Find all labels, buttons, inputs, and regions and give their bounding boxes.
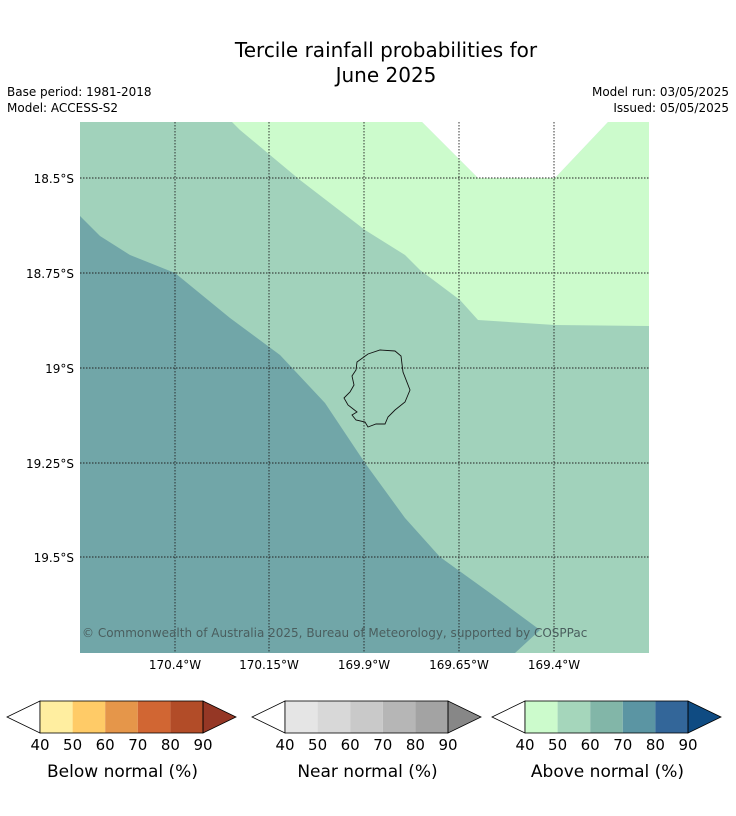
colorbar-segment bbox=[317, 701, 351, 733]
lat-label: 19.25°S bbox=[26, 457, 74, 471]
colorbar-tick-label: 70 bbox=[128, 736, 147, 754]
zone-above-60-70 bbox=[80, 216, 540, 653]
gridlines bbox=[80, 122, 649, 653]
colorbar-segment bbox=[350, 701, 383, 733]
colorbar-min-extend bbox=[491, 700, 526, 734]
colorbar-tick-label: 60 bbox=[96, 736, 115, 754]
lon-labels: 170.4°W 170.15°W 169.9°W 169.65°W 169.4°… bbox=[149, 658, 580, 672]
colorbar-segment bbox=[105, 701, 138, 733]
zone-above-40-50 bbox=[232, 122, 649, 326]
colorbar-tick-label: 70 bbox=[613, 736, 632, 754]
colorbar-segment bbox=[170, 701, 203, 733]
title-line-2: June 2025 bbox=[335, 63, 437, 87]
colorbar-tick-label: 90 bbox=[193, 736, 212, 754]
colorbar-tick-label: 80 bbox=[161, 736, 180, 754]
map-title: Tercile rainfall probabilities for June … bbox=[0, 38, 736, 88]
colorbar-label-near: Near normal (%) bbox=[297, 762, 438, 782]
meta-left: Base period: 1981-2018 Model: ACCESS-S2 bbox=[7, 84, 152, 116]
lat-label: 18.75°S bbox=[26, 267, 74, 281]
lon-label: 169.65°W bbox=[429, 658, 489, 672]
issued-date: Issued: 05/05/2025 bbox=[613, 101, 729, 115]
colorbar-outline bbox=[284, 700, 449, 734]
colorbar-min-extend bbox=[6, 700, 41, 734]
colorbar-tick-label: 90 bbox=[438, 736, 457, 754]
colorbar-segment bbox=[137, 701, 171, 733]
colorbar-segment bbox=[655, 701, 688, 733]
model-name: Model: ACCESS-S2 bbox=[7, 101, 119, 115]
lat-label: 19.5°S bbox=[34, 551, 74, 565]
colorbar-segment bbox=[622, 701, 656, 733]
colorbar-segment bbox=[285, 701, 318, 733]
colorbar-tick-label: 40 bbox=[515, 736, 534, 754]
colorbar-outline bbox=[39, 700, 204, 734]
colorbar-segment bbox=[525, 701, 558, 733]
colorbar-label-below: Below normal (%) bbox=[47, 762, 198, 782]
model-run: Model run: 03/05/2025 bbox=[591, 85, 729, 99]
colorbar-segment bbox=[382, 701, 416, 733]
lon-label: 169.4°W bbox=[528, 658, 580, 672]
zone-white bbox=[422, 122, 608, 178]
colorbar-outline bbox=[524, 700, 689, 734]
colorbar-tick-label: 40 bbox=[275, 736, 294, 754]
colorbar-below: 40 50 60 70 80 90 bbox=[6, 700, 237, 754]
colorbar-tick-label: 60 bbox=[341, 736, 360, 754]
colorbar-segment bbox=[557, 701, 591, 733]
colorbar-max-extend bbox=[687, 700, 722, 734]
colorbar-tick-label: 50 bbox=[63, 736, 82, 754]
lat-label: 19°S bbox=[45, 362, 74, 376]
colorbar-max-extend bbox=[447, 700, 482, 734]
colorbar-tick-label: 40 bbox=[30, 736, 49, 754]
lat-label: 18.5°S bbox=[34, 172, 74, 186]
colorbar-segment bbox=[40, 701, 73, 733]
colorbar-tick-label: 60 bbox=[581, 736, 600, 754]
colorbar-tick-label: 70 bbox=[373, 736, 392, 754]
colorbar-tick-label: 80 bbox=[406, 736, 425, 754]
colorbar-tick-label: 50 bbox=[548, 736, 567, 754]
island-outline bbox=[343, 349, 411, 428]
colorbar-segment bbox=[72, 701, 106, 733]
lon-label: 169.9°W bbox=[338, 658, 390, 672]
meta-right: Model run: 03/05/2025 Issued: 05/05/2025 bbox=[592, 84, 729, 116]
colorbar-label-above: Above normal (%) bbox=[530, 762, 685, 782]
colorbar-segment bbox=[590, 701, 623, 733]
colorbar-above: 40 50 60 70 80 90 bbox=[491, 700, 722, 754]
colorbar-min-extend bbox=[251, 700, 286, 734]
colorbar-tick-label: 50 bbox=[308, 736, 327, 754]
lon-label: 170.15°W bbox=[239, 658, 299, 672]
lon-label: 170.4°W bbox=[149, 658, 201, 672]
colorbar-tick-label: 90 bbox=[678, 736, 697, 754]
colorbar-segment bbox=[415, 701, 448, 733]
copyright-notice: © Commonwealth of Australia 2025, Bureau… bbox=[82, 626, 587, 640]
map: 18.5°S 18.75°S 19°S 19.25°S 19.5°S 170.4… bbox=[26, 122, 649, 672]
colorbar-max-extend bbox=[202, 700, 237, 734]
lat-labels: 18.5°S 18.75°S 19°S 19.25°S 19.5°S bbox=[26, 172, 74, 565]
title-line-1: Tercile rainfall probabilities for bbox=[234, 38, 538, 62]
colorbar-tick-label: 80 bbox=[646, 736, 665, 754]
colorbar-near: 40 50 60 70 80 90 bbox=[251, 700, 482, 754]
base-period: Base period: 1981-2018 bbox=[7, 85, 152, 99]
